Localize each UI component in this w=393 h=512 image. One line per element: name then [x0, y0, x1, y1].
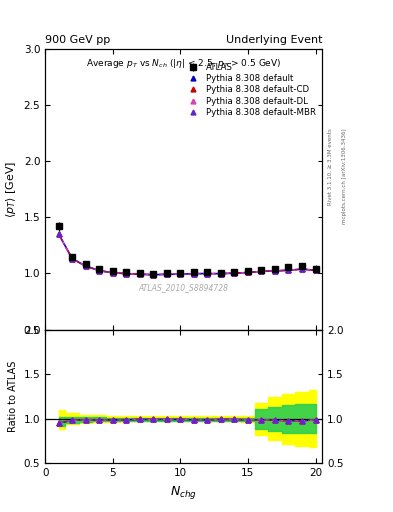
- Pythia 8.308 default-MBR: [299, 266, 304, 272]
- Pythia 8.308 default-DL: [124, 270, 129, 276]
- Text: mcplots.cern.ch [arXiv:1306.3436]: mcplots.cern.ch [arXiv:1306.3436]: [342, 128, 347, 224]
- Pythia 8.308 default: [56, 231, 61, 237]
- Text: Average $p_T$ vs $N_{ch}$ ($|\eta|$ < 2.5, $p_T$ > 0.5 GeV): Average $p_T$ vs $N_{ch}$ ($|\eta|$ < 2.…: [86, 57, 281, 70]
- Pythia 8.308 default-MBR: [259, 268, 264, 274]
- Pythia 8.308 default: [286, 267, 291, 273]
- Pythia 8.308 default-CD: [299, 266, 304, 272]
- Pythia 8.308 default-MBR: [178, 271, 183, 278]
- Pythia 8.308 default-DL: [313, 267, 318, 273]
- Pythia 8.308 default: [165, 271, 169, 278]
- Pythia 8.308 default-MBR: [205, 270, 210, 276]
- Y-axis label: Ratio to ATLAS: Ratio to ATLAS: [8, 361, 18, 432]
- Pythia 8.308 default-CD: [219, 270, 223, 276]
- Pythia 8.308 default-CD: [205, 270, 210, 276]
- Pythia 8.308 default-CD: [313, 267, 318, 273]
- Pythia 8.308 default-CD: [191, 270, 196, 276]
- Pythia 8.308 default-DL: [219, 270, 223, 276]
- Text: 900 GeV pp: 900 GeV pp: [45, 35, 110, 45]
- Pythia 8.308 default-MBR: [232, 270, 237, 276]
- Pythia 8.308 default-DL: [138, 271, 142, 278]
- Pythia 8.308 default: [313, 267, 318, 273]
- Pythia 8.308 default-DL: [70, 255, 75, 262]
- Pythia 8.308 default-CD: [124, 270, 129, 276]
- Pythia 8.308 default-DL: [191, 270, 196, 276]
- Pythia 8.308 default-MBR: [313, 267, 318, 273]
- Pythia 8.308 default-CD: [259, 268, 264, 274]
- Pythia 8.308 default-MBR: [219, 270, 223, 276]
- Pythia 8.308 default-DL: [232, 270, 237, 276]
- Line: Pythia 8.308 default-DL: Pythia 8.308 default-DL: [56, 231, 318, 277]
- Legend: ATLAS, Pythia 8.308 default, Pythia 8.308 default-CD, Pythia 8.308 default-DL, P: ATLAS, Pythia 8.308 default, Pythia 8.30…: [182, 61, 318, 118]
- Pythia 8.308 default: [83, 263, 88, 269]
- Pythia 8.308 default-MBR: [246, 269, 250, 275]
- Pythia 8.308 default-CD: [232, 270, 237, 276]
- Pythia 8.308 default-CD: [110, 270, 115, 276]
- Pythia 8.308 default-CD: [246, 269, 250, 275]
- Pythia 8.308 default: [124, 270, 129, 276]
- Pythia 8.308 default-MBR: [138, 271, 142, 278]
- Pythia 8.308 default-DL: [273, 268, 277, 274]
- Pythia 8.308 default-CD: [83, 263, 88, 269]
- Pythia 8.308 default-DL: [259, 268, 264, 274]
- Pythia 8.308 default: [110, 270, 115, 276]
- Pythia 8.308 default-DL: [286, 267, 291, 273]
- Pythia 8.308 default-MBR: [165, 271, 169, 278]
- Pythia 8.308 default-DL: [151, 272, 156, 278]
- Pythia 8.308 default-CD: [56, 231, 61, 237]
- Pythia 8.308 default-MBR: [97, 267, 102, 273]
- Line: Pythia 8.308 default-MBR: Pythia 8.308 default-MBR: [56, 231, 318, 277]
- Pythia 8.308 default-DL: [83, 263, 88, 269]
- Line: Pythia 8.308 default: Pythia 8.308 default: [56, 231, 318, 277]
- Pythia 8.308 default-CD: [286, 267, 291, 273]
- Pythia 8.308 default-DL: [110, 270, 115, 276]
- Text: Underlying Event: Underlying Event: [226, 35, 322, 45]
- Pythia 8.308 default: [219, 270, 223, 276]
- Pythia 8.308 default: [246, 269, 250, 275]
- Text: Rivet 3.1.10, ≥ 3.3M events: Rivet 3.1.10, ≥ 3.3M events: [328, 128, 333, 205]
- Pythia 8.308 default-MBR: [191, 270, 196, 276]
- Pythia 8.308 default: [205, 270, 210, 276]
- Pythia 8.308 default: [191, 270, 196, 276]
- Pythia 8.308 default: [299, 266, 304, 272]
- Pythia 8.308 default: [259, 268, 264, 274]
- Pythia 8.308 default-DL: [178, 271, 183, 278]
- Pythia 8.308 default: [97, 267, 102, 273]
- Pythia 8.308 default-CD: [273, 268, 277, 274]
- Pythia 8.308 default: [232, 270, 237, 276]
- Pythia 8.308 default: [70, 255, 75, 262]
- Pythia 8.308 default-CD: [138, 271, 142, 278]
- Pythia 8.308 default: [151, 272, 156, 278]
- Pythia 8.308 default-DL: [299, 266, 304, 272]
- Pythia 8.308 default-DL: [165, 271, 169, 278]
- Pythia 8.308 default-CD: [165, 271, 169, 278]
- Pythia 8.308 default: [178, 271, 183, 278]
- X-axis label: $N_{chg}$: $N_{chg}$: [170, 484, 197, 501]
- Pythia 8.308 default-CD: [70, 255, 75, 262]
- Line: Pythia 8.308 default-CD: Pythia 8.308 default-CD: [56, 231, 318, 277]
- Pythia 8.308 default-CD: [178, 271, 183, 278]
- Pythia 8.308 default-DL: [97, 267, 102, 273]
- Pythia 8.308 default-MBR: [56, 231, 61, 237]
- Pythia 8.308 default-MBR: [70, 255, 75, 262]
- Pythia 8.308 default-MBR: [273, 268, 277, 274]
- Pythia 8.308 default-MBR: [124, 270, 129, 276]
- Pythia 8.308 default-MBR: [83, 263, 88, 269]
- Pythia 8.308 default: [273, 268, 277, 274]
- Pythia 8.308 default-MBR: [151, 272, 156, 278]
- Pythia 8.308 default-MBR: [110, 270, 115, 276]
- Pythia 8.308 default-MBR: [286, 267, 291, 273]
- Pythia 8.308 default-CD: [151, 272, 156, 278]
- Y-axis label: $\langle p_T \rangle$ [GeV]: $\langle p_T \rangle$ [GeV]: [4, 161, 18, 218]
- Pythia 8.308 default-DL: [246, 269, 250, 275]
- Text: ATLAS_2010_S8894728: ATLAS_2010_S8894728: [139, 283, 229, 292]
- Pythia 8.308 default-DL: [205, 270, 210, 276]
- Pythia 8.308 default-DL: [56, 231, 61, 237]
- Pythia 8.308 default: [138, 271, 142, 278]
- Pythia 8.308 default-CD: [97, 267, 102, 273]
